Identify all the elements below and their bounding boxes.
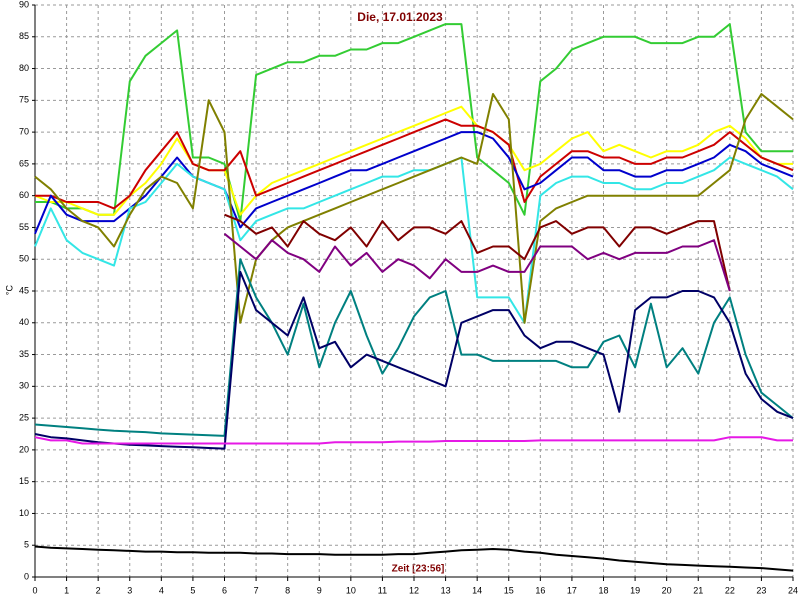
y-tick-label: 15 xyxy=(19,476,29,486)
x-tick-label: 19 xyxy=(630,585,640,595)
x-tick-label: 13 xyxy=(441,585,451,595)
x-tick-label: 16 xyxy=(535,585,545,595)
y-tick-label: 45 xyxy=(19,285,29,295)
y-tick-label: 55 xyxy=(19,222,29,232)
y-axis-label: °C xyxy=(4,284,14,295)
x-tick-label: 20 xyxy=(662,585,672,595)
x-tick-label: 22 xyxy=(725,585,735,595)
x-tick-label: 21 xyxy=(693,585,703,595)
y-tick-label: 50 xyxy=(19,254,29,264)
x-tick-label: 17 xyxy=(567,585,577,595)
y-tick-label: 35 xyxy=(19,349,29,359)
x-tick-label: 10 xyxy=(346,585,356,595)
x-tick-label: 8 xyxy=(285,585,290,595)
x-tick-label: 1 xyxy=(64,585,69,595)
x-tick-label: 9 xyxy=(317,585,322,595)
series-line xyxy=(34,258,794,437)
y-tick-label: 20 xyxy=(19,444,29,454)
series-line xyxy=(34,93,794,324)
series-line xyxy=(223,233,731,292)
y-tick-label: 5 xyxy=(24,540,29,550)
y-tick-label: 70 xyxy=(19,126,29,136)
x-tick-label: 3 xyxy=(127,585,132,595)
y-tick-label: 90 xyxy=(19,0,29,9)
y-tick-label: 25 xyxy=(19,412,29,422)
y-tick-label: 10 xyxy=(19,508,29,518)
series-line xyxy=(224,213,731,292)
x-tick-label: 12 xyxy=(409,585,419,595)
x-tick-label: 24 xyxy=(788,585,798,595)
series-line xyxy=(34,105,793,216)
x-tick-label: 14 xyxy=(472,585,482,595)
series-line xyxy=(34,270,794,450)
y-tick-label: 40 xyxy=(19,317,29,327)
x-tick-label: 18 xyxy=(598,585,608,595)
series-line xyxy=(34,436,793,445)
x-tick-label: 4 xyxy=(159,585,164,595)
series-line xyxy=(34,156,794,324)
x-tick-label: 2 xyxy=(96,585,101,595)
x-tick-label: 11 xyxy=(378,585,387,595)
y-tick-label: 0 xyxy=(24,571,29,581)
y-tick-label: 80 xyxy=(19,63,29,73)
x-tick-label: 15 xyxy=(504,585,514,595)
y-tick-label: 75 xyxy=(19,95,29,105)
chart-title: Die, 17.01.2023 xyxy=(357,10,443,24)
x-tick-label: 23 xyxy=(756,585,766,595)
x-tick-label: 6 xyxy=(222,585,227,595)
x-tick-label: 0 xyxy=(32,585,37,595)
x-tick-label: 7 xyxy=(254,585,259,595)
series-line xyxy=(35,23,793,223)
y-tick-label: 65 xyxy=(19,158,29,168)
series-line xyxy=(34,545,794,572)
y-tick-label: 30 xyxy=(19,381,29,391)
series-line xyxy=(35,118,794,210)
x-tick-label: 5 xyxy=(190,585,195,595)
x-axis-label: Zeit [23:56] xyxy=(392,564,445,575)
y-tick-label: 60 xyxy=(19,190,29,200)
y-tick-label: 85 xyxy=(19,31,29,41)
